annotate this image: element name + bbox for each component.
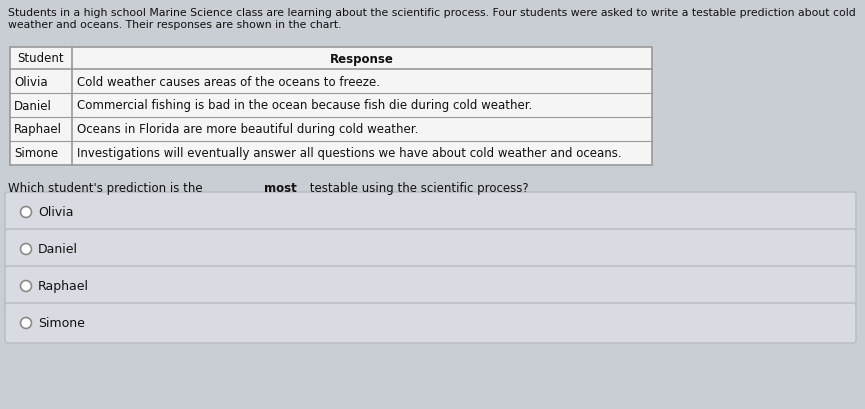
- Text: Simone: Simone: [38, 317, 85, 330]
- FancyBboxPatch shape: [10, 48, 652, 166]
- FancyBboxPatch shape: [5, 303, 856, 343]
- Text: most: most: [264, 182, 297, 195]
- Text: Simone: Simone: [14, 147, 58, 160]
- Text: Raphael: Raphael: [14, 123, 62, 136]
- Text: Student: Student: [17, 52, 64, 65]
- Text: Daniel: Daniel: [14, 99, 52, 112]
- Text: testable using the scientific process?: testable using the scientific process?: [306, 182, 529, 195]
- Text: Cold weather causes areas of the oceans to freeze.: Cold weather causes areas of the oceans …: [77, 75, 380, 88]
- Circle shape: [21, 244, 31, 255]
- Text: weather and oceans. Their responses are shown in the chart.: weather and oceans. Their responses are …: [8, 20, 342, 30]
- Text: Response: Response: [330, 52, 394, 65]
- Text: Students in a high school Marine Science class are learning about the scientific: Students in a high school Marine Science…: [8, 8, 855, 18]
- FancyBboxPatch shape: [5, 266, 856, 306]
- Text: Commercial fishing is bad in the ocean because fish die during cold weather.: Commercial fishing is bad in the ocean b…: [77, 99, 532, 112]
- Text: Which student's prediction is the: Which student's prediction is the: [8, 182, 207, 195]
- Text: Daniel: Daniel: [38, 243, 78, 256]
- Circle shape: [21, 318, 31, 329]
- Text: Olivia: Olivia: [38, 206, 74, 219]
- FancyBboxPatch shape: [5, 229, 856, 270]
- Text: Investigations will eventually answer all questions we have about cold weather a: Investigations will eventually answer al…: [77, 147, 622, 160]
- Text: Raphael: Raphael: [38, 280, 89, 293]
- Text: Olivia: Olivia: [14, 75, 48, 88]
- FancyBboxPatch shape: [5, 193, 856, 232]
- Circle shape: [21, 281, 31, 292]
- Circle shape: [21, 207, 31, 218]
- Text: Oceans in Florida are more beautiful during cold weather.: Oceans in Florida are more beautiful dur…: [77, 123, 419, 136]
